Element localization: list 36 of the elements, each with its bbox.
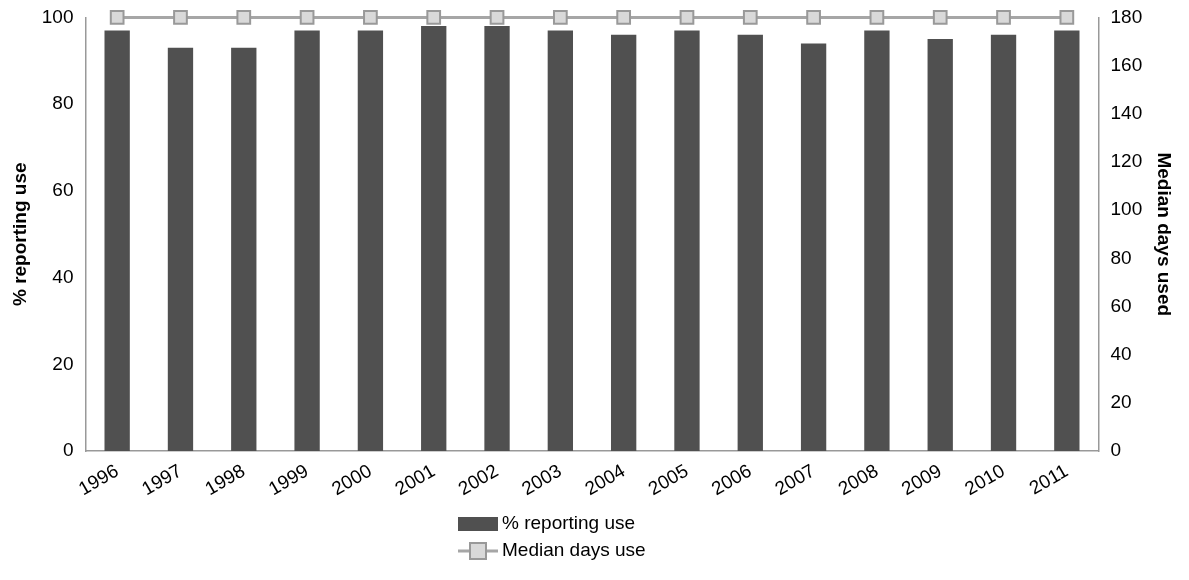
x-tick-label: 2010	[961, 459, 1009, 500]
x-tick-label: 2007	[771, 459, 819, 500]
y2-tick-label: 60	[1110, 294, 1132, 316]
x-tick-label: 2006	[707, 459, 755, 500]
x-tick-label: 1996	[74, 459, 122, 500]
y2-tick-label: 180	[1110, 5, 1143, 27]
y-tick-label: 80	[52, 92, 74, 114]
y2-tick-label: 80	[1110, 246, 1132, 268]
x-tick-label: 2002	[454, 459, 502, 500]
y-tick-label: 0	[62, 439, 74, 461]
y2-tick-label: 100	[1110, 198, 1143, 220]
y-axis-title: % reporting use	[8, 162, 30, 307]
y2-axis-title: Median days used	[1154, 152, 1176, 317]
x-tick-label: 2005	[644, 459, 692, 500]
y2-tick-label: 0	[1110, 439, 1122, 461]
y-tick-label: 20	[52, 352, 74, 374]
y-tick-label: 100	[41, 5, 74, 27]
y2-tick-label: 120	[1110, 150, 1143, 172]
x-tick-label: 2000	[327, 459, 376, 500]
y2-tick-label: 140	[1110, 102, 1143, 124]
x-tick-label: 2003	[517, 459, 565, 500]
x-tick-label: 2011	[1025, 459, 1072, 499]
x-tick-label: 2001	[391, 459, 439, 500]
x-tick-label: 2004	[581, 459, 629, 500]
y-tick-label: 40	[52, 265, 74, 287]
x-tick-label: 2008	[834, 459, 882, 500]
legend-label: % reporting use	[502, 512, 636, 534]
y-tick-label: 60	[52, 179, 74, 201]
y2-tick-label: 40	[1110, 342, 1132, 364]
y2-tick-label: 20	[1110, 391, 1132, 413]
x-tick-label: 1997	[138, 459, 186, 500]
x-tick-label: 2009	[897, 459, 945, 500]
x-tick-label: 1999	[264, 459, 312, 500]
legend-label: Median days use	[502, 539, 646, 561]
x-tick-label: 1998	[201, 459, 249, 500]
y2-tick-label: 160	[1110, 53, 1143, 75]
